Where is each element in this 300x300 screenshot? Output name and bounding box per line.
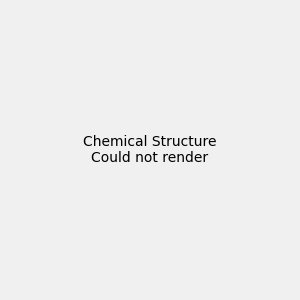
Text: Chemical Structure
Could not render: Chemical Structure Could not render — [83, 135, 217, 165]
